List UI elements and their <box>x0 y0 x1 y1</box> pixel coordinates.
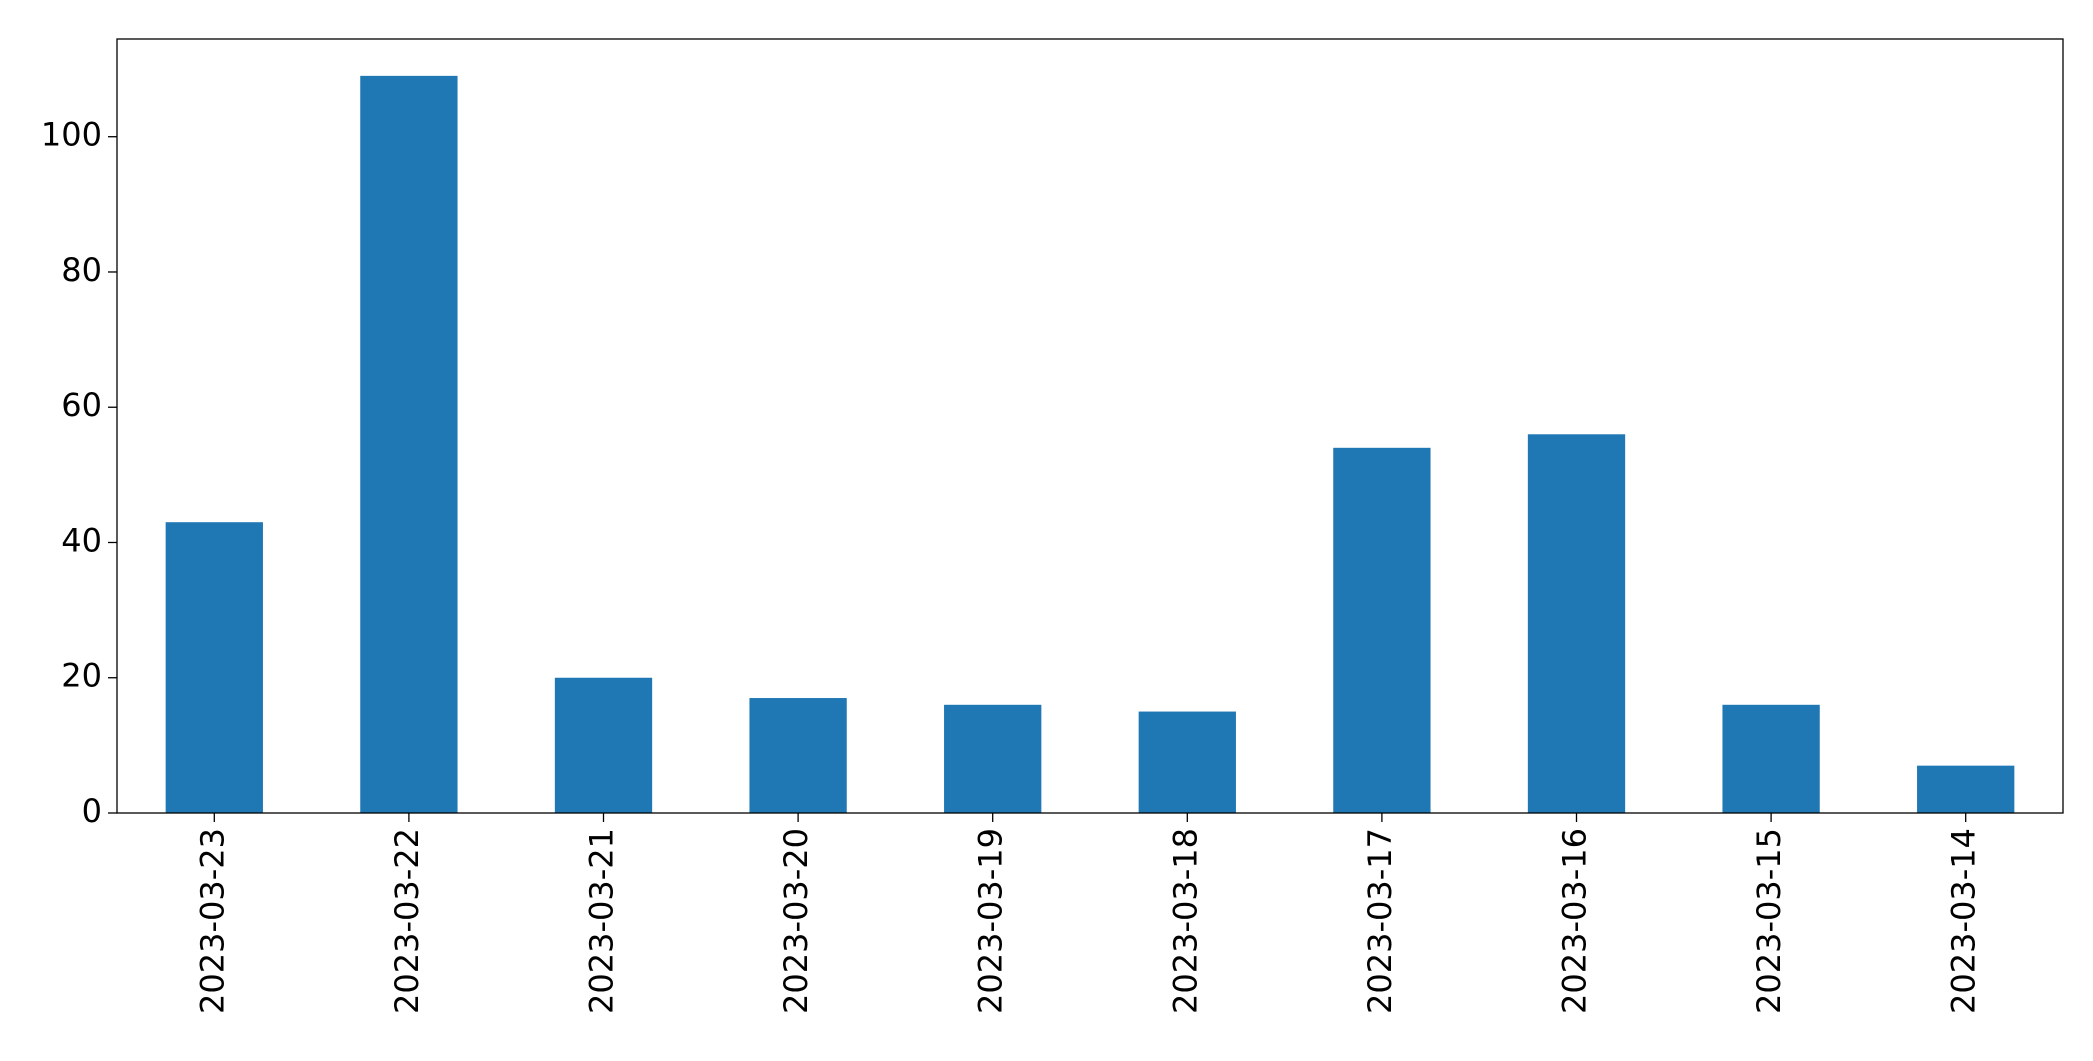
bar <box>1917 765 2015 813</box>
y-tick-label: 60 <box>61 386 102 424</box>
x-tick-label: 2023-03-16 <box>1556 828 1594 1014</box>
x-tick-label: 2023-03-23 <box>193 828 231 1014</box>
y-tick-label: 40 <box>61 521 102 559</box>
x-tick-label: 2023-03-22 <box>388 828 426 1014</box>
x-tick-label: 2023-03-18 <box>1166 828 1204 1014</box>
bar <box>360 75 458 814</box>
y-tick-label: 80 <box>61 251 102 289</box>
y-tick-label: 100 <box>41 116 102 154</box>
bar <box>1527 434 1626 813</box>
x-tick-label: 2023-03-20 <box>777 828 815 1014</box>
bar <box>1722 704 1820 813</box>
bar <box>1333 447 1431 813</box>
y-tick-label: 20 <box>61 657 102 695</box>
bar <box>1138 711 1236 813</box>
x-tick-label: 2023-03-21 <box>583 828 621 1014</box>
y-tick-label: 0 <box>82 792 102 830</box>
bar <box>749 698 847 813</box>
bar <box>944 704 1042 813</box>
plot-frame <box>116 38 2064 814</box>
x-tick-label: 2023-03-19 <box>972 828 1010 1014</box>
bar <box>554 677 653 813</box>
x-tick-label: 2023-03-14 <box>1945 828 1983 1014</box>
x-tick-label: 2023-03-17 <box>1361 828 1399 1014</box>
bar <box>165 522 263 813</box>
x-tick-label: 2023-03-15 <box>1750 828 1788 1014</box>
